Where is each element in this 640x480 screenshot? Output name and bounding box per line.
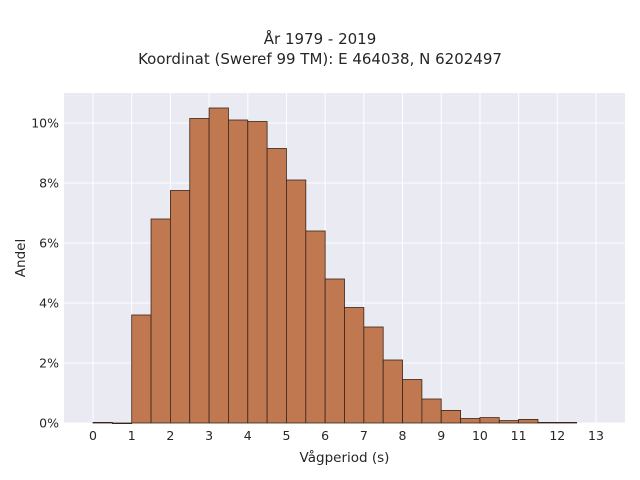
x-tick-label: 13	[588, 428, 604, 443]
y-tick-label: 8%	[39, 176, 59, 191]
histogram-bar	[421, 398, 442, 424]
x-tick-label: 12	[549, 428, 565, 443]
histogram-bar	[150, 218, 171, 424]
y-axis-label: Andel	[13, 239, 29, 277]
x-tick-label: 0	[89, 428, 97, 443]
histogram-bar	[479, 417, 500, 424]
histogram-bar	[286, 179, 307, 424]
x-tick-label: 5	[282, 428, 290, 443]
histogram-bar	[228, 119, 249, 424]
histogram-bar	[556, 421, 578, 424]
histogram-bar	[460, 418, 481, 424]
histogram-bar	[363, 326, 384, 424]
x-tick-label: 1	[128, 428, 136, 443]
histogram-bar	[537, 421, 558, 424]
x-tick-label: 8	[399, 428, 407, 443]
x-axis-label: Vågperiod (s)	[300, 449, 390, 466]
y-tick-label: 0%	[39, 416, 59, 431]
histogram-bar	[440, 409, 461, 424]
x-tick-labels: 0 1 2 3 4 5 6 7 8 9 10 11 12 13	[89, 428, 604, 443]
histogram-bar	[382, 359, 403, 424]
y-tick-labels: 0% 2% 4% 6% 8% 10%	[31, 116, 59, 431]
y-tick-label: 10%	[31, 116, 59, 131]
histogram-bar	[169, 190, 191, 424]
y-tick-label: 6%	[39, 236, 59, 251]
histogram-bar	[208, 107, 229, 424]
histogram-bar	[131, 314, 152, 424]
x-tick-label: 2	[166, 428, 174, 443]
y-tick-label: 2%	[39, 356, 59, 371]
histogram-bar	[518, 418, 539, 424]
histogram-bar	[498, 420, 520, 424]
histogram-bar	[305, 230, 326, 424]
x-tick-label: 4	[244, 428, 252, 443]
histogram-bar	[92, 421, 113, 424]
histogram-bar	[344, 307, 365, 424]
histogram-bar	[189, 118, 210, 424]
x-tick-label: 11	[511, 428, 527, 443]
bars-layer	[92, 107, 578, 425]
x-tick-label: 3	[205, 428, 213, 443]
x-tick-label: 9	[437, 428, 445, 443]
chart-title: År 1979 - 2019	[263, 30, 377, 48]
chart-subtitle: Koordinat (Sweref 99 TM): E 464038, N 62…	[138, 50, 502, 68]
histogram-bar	[324, 278, 345, 424]
x-tick-label: 6	[321, 428, 329, 443]
y-tick-label: 4%	[39, 296, 59, 311]
histogram-bar	[247, 121, 268, 424]
histogram-bar	[402, 379, 423, 424]
histogram-bar	[111, 422, 133, 425]
x-tick-label: 7	[360, 428, 368, 443]
x-tick-label: 10	[472, 428, 488, 443]
histogram-bar	[266, 148, 287, 424]
